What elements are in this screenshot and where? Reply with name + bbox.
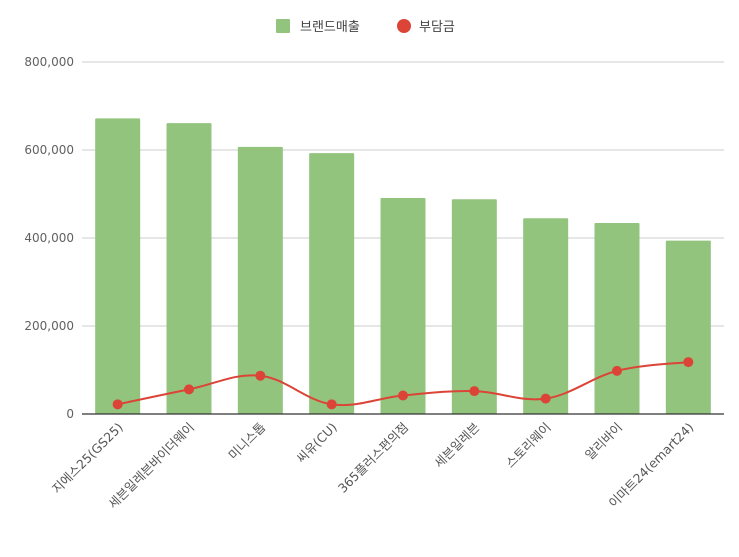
bar-brand-sales: [665, 240, 711, 414]
point-burden: [326, 399, 337, 410]
x-tick-label: 지에스25(GS25): [49, 420, 126, 497]
x-tick-label: 알리바이: [582, 420, 625, 463]
bar-brand-sales: [380, 197, 426, 414]
y-tick-label: 400,000: [24, 231, 74, 245]
point-burden: [398, 390, 408, 401]
bar-brand-sales: [594, 223, 640, 414]
x-tick-label: 씨유(CU): [293, 420, 339, 466]
point-burden: [612, 365, 622, 376]
bar-brand-sales: [166, 123, 212, 414]
y-axis-ticks: 0 200,000 400,000 600,000 800,000: [24, 55, 74, 421]
legend: 브랜드매출 부담금: [276, 19, 455, 35]
point-burden: [683, 357, 694, 368]
legend-swatch-brand-sales: [276, 19, 290, 33]
y-tick-label: 200,000: [24, 319, 74, 333]
point-burden: [184, 384, 194, 395]
y-tick-label: 600,000: [24, 143, 74, 157]
x-tick-label: 세븐일레븐: [431, 420, 482, 471]
x-axis-ticks: 지에스25(GS25)세븐일레븐바이더웨이 미니스톱 씨유(CU)365플러스편의점…: [49, 420, 697, 512]
y-tick-label: 0: [66, 407, 74, 421]
x-tick-label: 미니스톱: [225, 420, 268, 463]
bar-brand-sales: [95, 118, 141, 414]
point-burden: [469, 386, 480, 397]
point-burden: [255, 370, 266, 381]
x-tick-label: 스토리웨이: [503, 420, 554, 471]
legend-swatch-burden: [397, 19, 411, 33]
legend-label-brand-sales: 브랜드매출: [300, 20, 360, 35]
bar-brand-sales: [237, 146, 283, 415]
bar-brand-sales: [309, 153, 355, 414]
point-burden: [540, 393, 551, 404]
bar-brand-sales: [451, 199, 497, 414]
legend-label-burden: 부담금: [419, 20, 455, 35]
point-burden: [112, 399, 123, 410]
line-series: [112, 357, 694, 410]
bar-series: [95, 118, 711, 415]
x-tick-label: 365플러스편의점: [335, 420, 411, 496]
bar-brand-sales: [523, 218, 569, 414]
y-tick-label: 800,000: [24, 55, 74, 69]
